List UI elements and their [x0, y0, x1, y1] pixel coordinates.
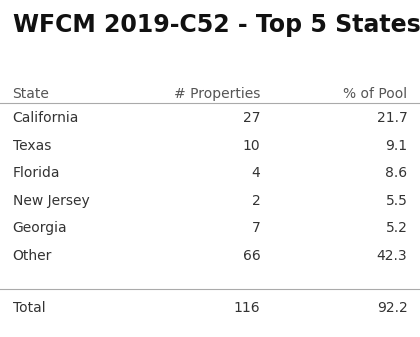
Text: Florida: Florida [13, 166, 60, 180]
Text: New Jersey: New Jersey [13, 194, 89, 208]
Text: 116: 116 [234, 301, 260, 315]
Text: Texas: Texas [13, 139, 51, 153]
Text: State: State [13, 87, 50, 101]
Text: 9.1: 9.1 [385, 139, 407, 153]
Text: 10: 10 [243, 139, 260, 153]
Text: 42.3: 42.3 [377, 249, 407, 263]
Text: 8.6: 8.6 [385, 166, 407, 180]
Text: % of Pool: % of Pool [343, 87, 407, 101]
Text: # Properties: # Properties [174, 87, 260, 101]
Text: 2: 2 [252, 194, 260, 208]
Text: Total: Total [13, 301, 45, 315]
Text: WFCM 2019-C52 - Top 5 States: WFCM 2019-C52 - Top 5 States [13, 13, 420, 37]
Text: 27: 27 [243, 111, 260, 125]
Text: California: California [13, 111, 79, 125]
Text: Georgia: Georgia [13, 221, 67, 236]
Text: 5.2: 5.2 [386, 221, 407, 236]
Text: Other: Other [13, 249, 52, 263]
Text: 66: 66 [243, 249, 260, 263]
Text: 5.5: 5.5 [386, 194, 407, 208]
Text: 7: 7 [252, 221, 260, 236]
Text: 92.2: 92.2 [377, 301, 407, 315]
Text: 4: 4 [252, 166, 260, 180]
Text: 21.7: 21.7 [377, 111, 407, 125]
